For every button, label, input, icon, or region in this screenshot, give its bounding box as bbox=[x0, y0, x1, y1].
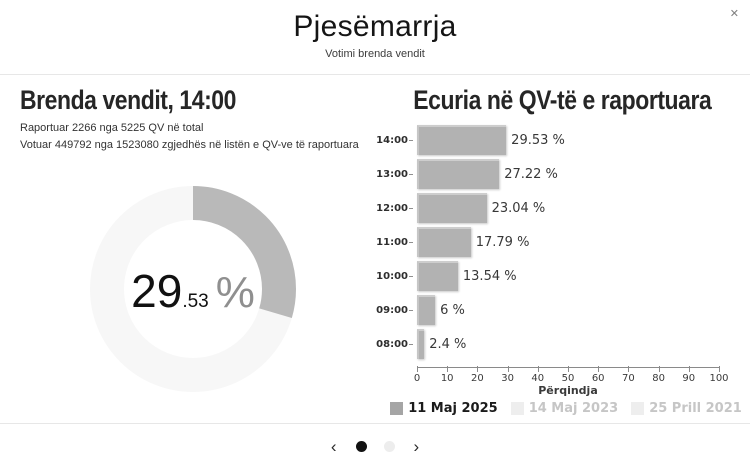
bar bbox=[417, 125, 507, 155]
bar-row: 08:00 2.4 % bbox=[375, 327, 735, 361]
chart-legend: 11 Maj 2025 14 Maj 2023 25 Prill 2021 bbox=[390, 401, 742, 416]
donut-arc bbox=[90, 186, 296, 392]
y-tick-mark bbox=[409, 275, 413, 277]
bar-plot-area: 29.53 % bbox=[417, 125, 719, 155]
bar bbox=[417, 329, 425, 359]
bar-row: 13:00 27.22 % bbox=[375, 157, 735, 191]
x-tick-label: 60 bbox=[591, 373, 605, 384]
bar-plot-area: 17.79 % bbox=[417, 227, 719, 257]
x-tick-label: 90 bbox=[682, 373, 696, 384]
bar-row: 11:00 17.79 % bbox=[375, 225, 735, 259]
y-tick-label: 08:00 bbox=[376, 338, 408, 350]
bar bbox=[417, 261, 458, 291]
bar-rows: 14:00 29.53 % 13:00 27.22 % 12:00 23.04 % 11:0… bbox=[375, 123, 735, 361]
close-icon[interactable]: ✕ bbox=[729, 8, 739, 20]
y-tick-mark bbox=[409, 207, 413, 209]
x-tick-label: 100 bbox=[709, 373, 729, 384]
x-tick-mark bbox=[598, 366, 600, 372]
legend-item[interactable]: 11 Maj 2025 bbox=[390, 401, 498, 416]
donut-chart: 29 .53 % bbox=[87, 183, 299, 395]
x-tick-mark bbox=[688, 366, 690, 372]
x-tick-label: 30 bbox=[501, 373, 514, 384]
page-subtitle: Votimi brenda vendit bbox=[325, 48, 425, 60]
bar-plot-area: 27.22 % bbox=[417, 159, 719, 189]
bar-row: 09:00 6 % bbox=[375, 293, 735, 327]
y-tick-mark bbox=[409, 173, 413, 175]
bar-value-label: 13.54 % bbox=[462, 268, 517, 284]
y-tick-mark bbox=[409, 241, 413, 243]
bar-row: 12:00 23.04 % bbox=[375, 191, 735, 225]
x-axis-label: Përqindja bbox=[538, 384, 598, 397]
legend-label: 11 Maj 2025 bbox=[408, 401, 498, 416]
bar bbox=[417, 159, 500, 189]
page-title: Pjesëmarrja bbox=[293, 10, 457, 43]
bar bbox=[417, 227, 471, 257]
y-tick-mark bbox=[409, 139, 413, 141]
bar-chart-heading: Ecuria në QV-të e raportuara bbox=[413, 85, 712, 115]
y-tick-label: 09:00 bbox=[376, 304, 408, 316]
x-tick-label: 80 bbox=[652, 373, 665, 384]
y-tick-label: 10:00 bbox=[376, 270, 408, 282]
x-tick-mark bbox=[658, 366, 660, 372]
bar-value-label: 27.22 % bbox=[504, 166, 558, 182]
x-tick-mark bbox=[628, 366, 630, 372]
legend-label: 14 Maj 2023 bbox=[528, 401, 619, 416]
bar-row: 14:00 29.53 % bbox=[375, 123, 735, 157]
bar-plot-area: 2.4 % bbox=[417, 329, 719, 359]
x-tick-mark bbox=[417, 366, 418, 372]
carousel-prev-icon[interactable]: ‹ bbox=[330, 437, 337, 456]
x-tick-mark bbox=[719, 366, 720, 372]
x-axis: 0 10 20 30 40 50 60 70 80 90 100 bbox=[413, 366, 729, 385]
y-tick-label: 13:00 bbox=[376, 168, 408, 180]
x-tick-label: 40 bbox=[531, 373, 545, 384]
modal-header: Pjesëmarrja Votimi brenda vendit ✕ bbox=[0, 0, 750, 75]
x-tick-label: 0 bbox=[413, 373, 421, 384]
donut-svg bbox=[90, 186, 296, 392]
bar-plot-area: 23.04 % bbox=[417, 193, 719, 223]
x-tick-mark bbox=[477, 366, 479, 372]
legend-label: 25 Prill 2021 bbox=[649, 401, 742, 416]
bar-plot-area: 6 % bbox=[417, 295, 719, 325]
stats-line-reported: Raportuar 2266 nga 5225 QV në total bbox=[20, 122, 204, 134]
stats-block: Raportuar 2266 nga 5225 QV në total Votu… bbox=[20, 120, 359, 154]
bar-value-label: 23.04 % bbox=[491, 200, 546, 216]
y-tick-mark bbox=[409, 309, 413, 311]
legend-swatch bbox=[510, 402, 524, 415]
bar-value-label: 17.79 % bbox=[475, 234, 530, 250]
carousel-footer: ‹ › bbox=[0, 423, 750, 469]
x-tick-mark bbox=[568, 366, 569, 372]
bar-value-label: 2.4 % bbox=[429, 336, 467, 352]
y-tick-label: 14:00 bbox=[376, 134, 408, 146]
main-content: Brenda vendit, 14:00 Raportuar 2266 nga … bbox=[0, 75, 750, 423]
bar-value-label: 29.53 % bbox=[511, 132, 565, 148]
y-tick-label: 11:00 bbox=[376, 236, 408, 248]
legend-swatch bbox=[390, 402, 404, 415]
y-tick-mark bbox=[409, 343, 413, 345]
bar-row: 10:00 13.54 % bbox=[375, 259, 735, 293]
x-tick-label: 70 bbox=[622, 373, 635, 384]
carousel-dot[interactable] bbox=[383, 441, 395, 452]
legend-swatch bbox=[631, 402, 645, 415]
y-tick-label: 12:00 bbox=[376, 202, 408, 214]
donut-panel: Brenda vendit, 14:00 Raportuar 2266 nga … bbox=[0, 75, 375, 423]
carousel-dots bbox=[355, 441, 395, 452]
bar-chart-panel: Ecuria në QV-të e raportuara 14:00 29.53 … bbox=[375, 75, 750, 423]
carousel-next-icon[interactable]: › bbox=[413, 437, 420, 456]
x-tick-label: 10 bbox=[440, 373, 454, 384]
x-tick-label: 20 bbox=[471, 373, 484, 384]
x-tick-mark bbox=[507, 366, 509, 372]
x-tick-mark bbox=[537, 366, 539, 372]
bar-plot-area: 13.54 % bbox=[417, 261, 719, 291]
bar bbox=[417, 295, 436, 325]
stats-line-voted: Votuar 449792 nga 1523080 zgjedhës në li… bbox=[20, 139, 359, 151]
donut-panel-heading: Brenda vendit, 14:00 bbox=[20, 85, 236, 115]
legend-item[interactable]: 25 Prill 2021 bbox=[631, 401, 742, 416]
legend-item[interactable]: 14 Maj 2023 bbox=[510, 401, 619, 416]
carousel-dot-active[interactable] bbox=[355, 441, 367, 452]
x-tick-label: 50 bbox=[561, 373, 575, 384]
bar bbox=[417, 193, 487, 223]
x-tick-mark bbox=[447, 366, 449, 372]
bar-value-label: 6 % bbox=[440, 302, 465, 318]
